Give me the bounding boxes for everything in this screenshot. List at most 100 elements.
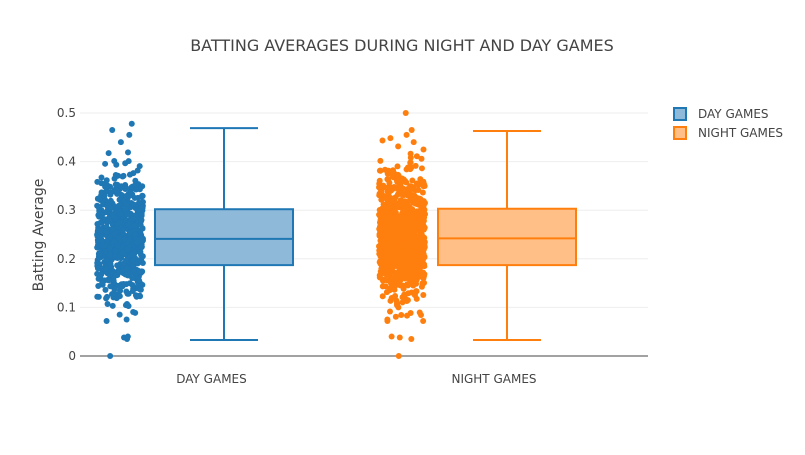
- data-point: [122, 193, 129, 200]
- points-night-games: [376, 110, 428, 359]
- data-point: [107, 261, 114, 268]
- data-point: [396, 281, 403, 288]
- data-point: [387, 226, 394, 233]
- data-point: [116, 293, 123, 300]
- data-point: [129, 251, 136, 258]
- data-point: [397, 226, 404, 233]
- data-point: [105, 150, 112, 157]
- data-point: [132, 212, 139, 219]
- data-point: [137, 218, 144, 225]
- y-tick-label: 0.1: [57, 300, 76, 314]
- legend-item-night-games[interactable]: NIGHT GAMES: [673, 126, 783, 140]
- data-point: [138, 243, 145, 250]
- data-point: [399, 299, 406, 306]
- data-point: [379, 293, 386, 300]
- data-point: [384, 316, 391, 323]
- data-point: [130, 257, 137, 264]
- data-point: [420, 146, 427, 153]
- data-point: [401, 213, 408, 220]
- data-point: [420, 317, 427, 324]
- data-point: [397, 243, 404, 250]
- y-tick-label: 0: [68, 349, 76, 363]
- data-point: [111, 252, 118, 259]
- data-point: [96, 205, 103, 212]
- data-point: [97, 233, 104, 240]
- data-point: [107, 246, 114, 253]
- data-point: [377, 167, 384, 174]
- data-point: [408, 127, 415, 134]
- data-point: [98, 174, 105, 181]
- data-point: [119, 283, 126, 290]
- data-point: [412, 244, 419, 251]
- data-point: [407, 154, 414, 161]
- data-point: [123, 211, 130, 218]
- data-point: [130, 201, 137, 208]
- boxes: [154, 127, 577, 341]
- data-point: [387, 252, 394, 259]
- data-point: [98, 189, 105, 196]
- data-point: [377, 260, 384, 267]
- data-point: [399, 219, 406, 226]
- data-point: [117, 236, 124, 243]
- data-point: [123, 288, 130, 295]
- iqr-box: [154, 208, 294, 267]
- data-point: [125, 149, 132, 156]
- data-point: [112, 272, 119, 279]
- legend-item-day-games[interactable]: DAY GAMES: [673, 107, 769, 121]
- data-point: [414, 268, 421, 275]
- data-point: [382, 207, 389, 214]
- data-point: [389, 260, 396, 267]
- data-point: [95, 293, 102, 300]
- data-point: [129, 282, 136, 289]
- data-point: [395, 143, 402, 150]
- data-point: [118, 183, 125, 190]
- data-point: [376, 177, 383, 184]
- data-point: [138, 212, 145, 219]
- data-point: [403, 131, 410, 138]
- data-point: [103, 177, 110, 184]
- data-point: [395, 236, 402, 243]
- x-tick-label: DAY GAMES: [176, 372, 247, 386]
- data-point: [126, 171, 133, 178]
- data-point: [127, 188, 134, 195]
- data-point: [390, 231, 397, 238]
- iqr-box: [437, 207, 577, 267]
- data-point: [377, 232, 384, 239]
- data-point: [395, 176, 402, 183]
- data-point: [402, 110, 409, 116]
- data-point: [405, 232, 412, 239]
- data-point: [398, 268, 405, 275]
- data-point: [408, 197, 415, 204]
- data-point: [107, 233, 114, 240]
- data-point: [125, 221, 132, 228]
- y-tick-label: 0.4: [57, 155, 76, 169]
- data-point: [97, 227, 104, 234]
- data-point: [382, 256, 389, 263]
- data-point: [415, 223, 422, 230]
- data-point: [101, 248, 108, 255]
- data-point: [377, 226, 384, 233]
- data-point: [117, 139, 124, 146]
- data-point: [382, 166, 389, 173]
- data-point: [136, 163, 143, 170]
- data-point: [121, 236, 128, 243]
- data-point: [376, 184, 383, 191]
- data-point: [109, 302, 116, 309]
- data-point: [415, 216, 422, 223]
- data-point: [394, 163, 401, 170]
- data-point: [376, 219, 383, 226]
- data-point: [124, 333, 131, 340]
- data-point: [139, 204, 146, 211]
- data-point: [392, 219, 399, 226]
- jitter-points: [94, 110, 428, 359]
- data-point: [403, 179, 410, 186]
- data-point: [108, 205, 115, 212]
- data-point: [398, 311, 405, 318]
- data-point: [124, 246, 131, 253]
- y-tick-label: 0.5: [57, 106, 76, 120]
- legend[interactable]: DAY GAMES NIGHT GAMES: [673, 107, 783, 140]
- data-point: [113, 187, 120, 194]
- data-point: [407, 261, 414, 268]
